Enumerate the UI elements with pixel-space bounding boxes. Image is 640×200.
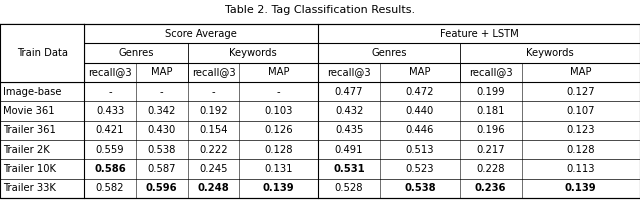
Text: 0.430: 0.430	[147, 125, 176, 135]
Text: 0.128: 0.128	[566, 145, 595, 155]
Text: MAP: MAP	[409, 67, 431, 77]
Text: Image-base: Image-base	[3, 87, 61, 97]
Text: 0.528: 0.528	[335, 183, 364, 193]
Text: 0.113: 0.113	[566, 164, 595, 174]
Text: 0.596: 0.596	[146, 183, 177, 193]
Text: 0.192: 0.192	[199, 106, 228, 116]
Text: 0.531: 0.531	[333, 164, 365, 174]
Text: 0.217: 0.217	[476, 145, 505, 155]
Text: 0.236: 0.236	[475, 183, 506, 193]
Text: recall@3: recall@3	[468, 67, 513, 77]
Text: 0.128: 0.128	[264, 145, 293, 155]
Text: Keywords: Keywords	[526, 48, 573, 58]
Text: Trailer 361: Trailer 361	[3, 125, 56, 135]
Text: recall@3: recall@3	[88, 67, 132, 77]
Text: 0.477: 0.477	[335, 87, 364, 97]
Text: 0.538: 0.538	[147, 145, 176, 155]
Text: 0.491: 0.491	[335, 145, 364, 155]
Text: 0.513: 0.513	[406, 145, 434, 155]
Text: 0.127: 0.127	[566, 87, 595, 97]
Text: 0.523: 0.523	[406, 164, 434, 174]
Text: 0.538: 0.538	[404, 183, 436, 193]
Text: 0.586: 0.586	[94, 164, 126, 174]
Text: -: -	[277, 87, 280, 97]
Text: 0.228: 0.228	[476, 164, 505, 174]
Text: 0.107: 0.107	[566, 106, 595, 116]
Text: 0.154: 0.154	[199, 125, 228, 135]
Text: Train Data: Train Data	[17, 48, 68, 58]
Text: Trailer 2K: Trailer 2K	[3, 145, 50, 155]
Text: 0.139: 0.139	[565, 183, 596, 193]
Text: Genres: Genres	[118, 48, 154, 58]
Text: Score Average: Score Average	[165, 29, 237, 39]
Text: -: -	[160, 87, 163, 97]
Text: 0.196: 0.196	[476, 125, 505, 135]
Text: 0.342: 0.342	[147, 106, 176, 116]
Text: 0.222: 0.222	[199, 145, 228, 155]
Text: Keywords: Keywords	[229, 48, 276, 58]
Text: 0.199: 0.199	[476, 87, 505, 97]
Text: 0.446: 0.446	[406, 125, 434, 135]
Bar	[0, 24, 84, 82]
Text: recall@3: recall@3	[191, 67, 236, 77]
Text: 0.103: 0.103	[264, 106, 293, 116]
Text: 0.245: 0.245	[199, 164, 228, 174]
Text: 0.181: 0.181	[476, 106, 505, 116]
Text: MAP: MAP	[570, 67, 591, 77]
Text: MAP: MAP	[268, 67, 289, 77]
Text: 0.432: 0.432	[335, 106, 364, 116]
Text: Trailer 33K: Trailer 33K	[3, 183, 56, 193]
Text: 0.139: 0.139	[263, 183, 294, 193]
Text: 0.131: 0.131	[264, 164, 293, 174]
Text: Genres: Genres	[371, 48, 406, 58]
Text: 0.559: 0.559	[96, 145, 124, 155]
Text: Movie 361: Movie 361	[3, 106, 55, 116]
Bar	[0, 24, 640, 198]
Text: MAP: MAP	[151, 67, 172, 77]
Text: recall@3: recall@3	[327, 67, 371, 77]
Text: Table 2. Tag Classification Results.: Table 2. Tag Classification Results.	[225, 5, 415, 15]
Text: Trailer 10K: Trailer 10K	[3, 164, 56, 174]
Text: 0.440: 0.440	[406, 106, 434, 116]
Text: -: -	[212, 87, 215, 97]
Text: 0.421: 0.421	[96, 125, 124, 135]
Text: 0.472: 0.472	[406, 87, 434, 97]
Text: 0.126: 0.126	[264, 125, 293, 135]
Text: 0.433: 0.433	[96, 106, 124, 116]
Text: 0.248: 0.248	[198, 183, 229, 193]
Text: -: -	[108, 87, 112, 97]
Text: 0.435: 0.435	[335, 125, 364, 135]
Text: 0.123: 0.123	[566, 125, 595, 135]
Text: 0.582: 0.582	[96, 183, 124, 193]
Text: 0.587: 0.587	[147, 164, 176, 174]
Text: Feature + LSTM: Feature + LSTM	[440, 29, 518, 39]
